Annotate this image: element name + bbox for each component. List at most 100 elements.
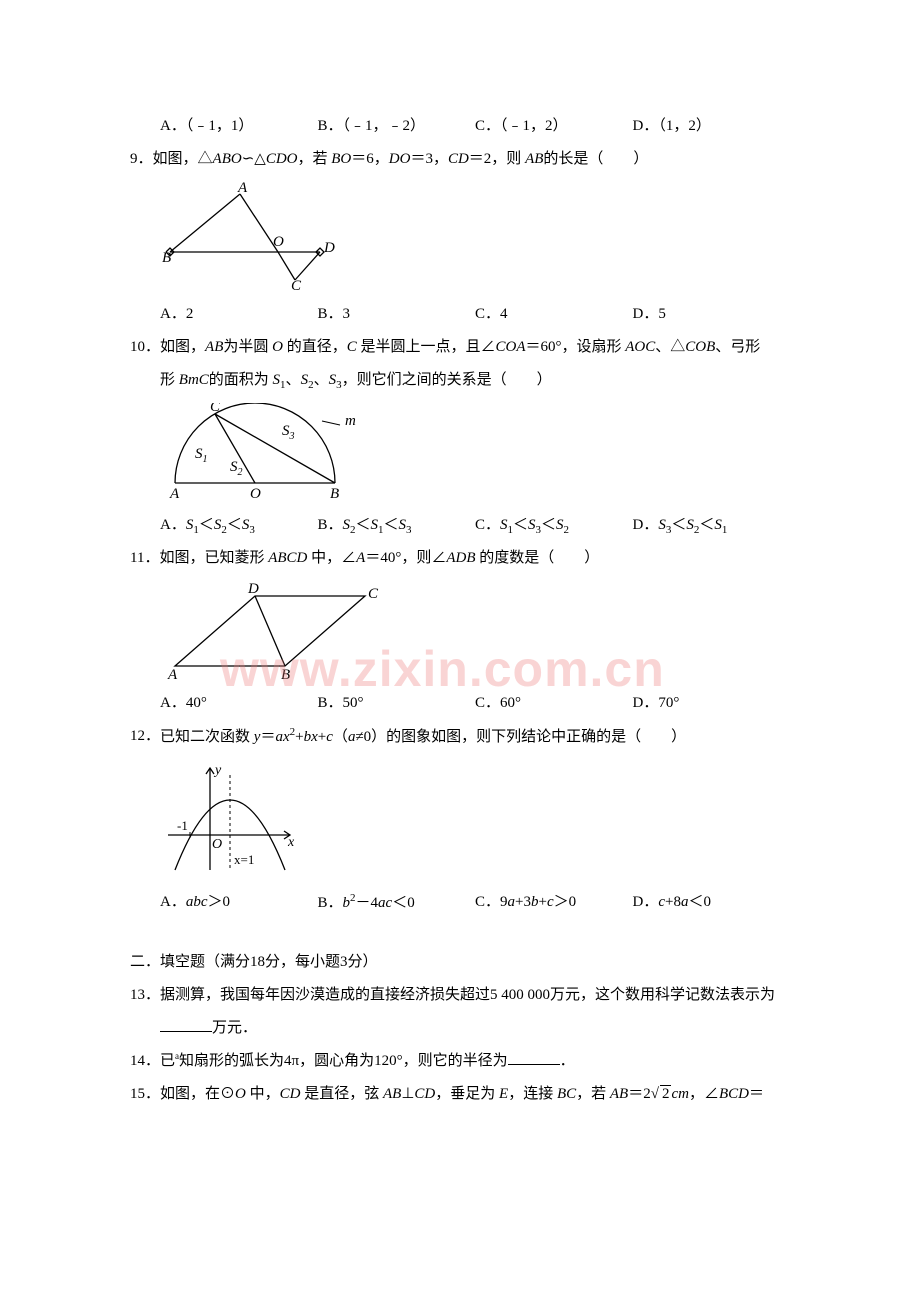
q11-options: A．40° B．50° C．60° D．70° xyxy=(130,687,790,720)
q9-do: DO xyxy=(389,151,411,167)
q11-num: 11． xyxy=(130,542,159,575)
q10-lbl-m: m xyxy=(345,413,356,429)
q15-cd: CD xyxy=(280,1086,301,1102)
q12-opt-c: C．9a+3b+c＞0 xyxy=(475,886,633,920)
q10-t-h0: 形 xyxy=(160,372,179,388)
q15-t-g: ，若 xyxy=(576,1086,606,1102)
q10-opt-d: D．S3＜S2＜S1 xyxy=(633,509,791,542)
q10-t-f: 、△ xyxy=(655,339,685,355)
q10-s2: S xyxy=(301,372,309,388)
q9-t-b: ∽△ xyxy=(242,151,266,167)
q15-sqrt: √2 xyxy=(651,1078,672,1111)
q13-body: 据测算，我国每年因沙漠造成的直接经济损失超过5 400 000万元，这个数用科学… xyxy=(160,979,790,1045)
q14-body: 已a知扇形的弧长为4π，圆心角为120°，则它的半径为． xyxy=(160,1045,790,1078)
q11-opt-a: A．40° xyxy=(160,687,318,720)
q10-lbl-B: B xyxy=(330,486,339,502)
q12-opt-a: A．abc＞0 xyxy=(160,886,318,920)
q8-opt-b: B．（﹣1，﹣2） xyxy=(318,110,476,143)
q12-p1: + xyxy=(295,729,303,745)
q12-opt-d: D．c+8a＜0 xyxy=(633,886,791,920)
q10-t-a: 如图， xyxy=(160,339,205,355)
q8-opt-c: C．（﹣1，2） xyxy=(475,110,633,143)
q9-body: 如图，△ABO∽△CDO，若 BO＝6，DO＝3，CD＝2，则 AB的长是（ ） xyxy=(153,143,790,176)
q10-t-c: 的直径， xyxy=(287,339,347,355)
q9-t-g: 的长是（ ） xyxy=(543,151,648,167)
q15-t-j: ＝ xyxy=(749,1086,764,1102)
q15-body: 如图，在⊙O 中，CD 是直径，弦 AB⊥CD，垂足为 E，连接 BC，若 AB… xyxy=(160,1078,790,1111)
q9-lbl-O: O xyxy=(273,234,284,250)
q12-figure: y x O -1 x=1 xyxy=(160,760,790,880)
q15: 15． 如图，在⊙O 中，CD 是直径，弦 AB⊥CD，垂足为 E，连接 BC，… xyxy=(130,1078,790,1111)
q11-lbl-D: D xyxy=(247,581,259,597)
q10-t-d: 是半圆上一点，且∠ xyxy=(361,339,496,355)
q12-c: c xyxy=(326,729,333,745)
q11-adb: ADB xyxy=(446,550,475,566)
q9-num: 9． xyxy=(130,143,153,176)
q12-lbl-O: O xyxy=(212,837,222,852)
q11-body: 如图，已知菱形 ABCD 中，∠A＝40°，则∠ADB 的度数是（ ） xyxy=(159,542,790,575)
q10-lbl-C: C xyxy=(210,403,221,415)
q10-body: 如图，AB为半圆 O 的直径，C 是半圆上一点，且∠COA＝60°，设扇形 AO… xyxy=(160,331,790,397)
q11-t-c: ＝40°，则∠ xyxy=(365,550,446,566)
q12-body: 已知二次函数 y＝ax2+bx+c（a≠0）的图象如图，则下列结论中正确的是（ … xyxy=(160,720,790,754)
q15-e: E xyxy=(499,1086,508,1102)
q12-lbl-xe1: x=1 xyxy=(234,852,254,867)
q10-ab: AB xyxy=(205,339,223,355)
q12-lbl-m1: -1 xyxy=(177,818,188,833)
q9-t-e: ＝3， xyxy=(410,151,448,167)
q8-opt-d: D．（1，2） xyxy=(633,110,791,143)
q10-s1: S xyxy=(273,372,281,388)
q10-opt-c: C．S1＜S3＜S2 xyxy=(475,509,633,542)
q15-t-b: 中， xyxy=(250,1086,280,1102)
svg-text:S2: S2 xyxy=(230,459,243,478)
q11-opt-c: C．60° xyxy=(475,687,633,720)
q13-t-b: 万元． xyxy=(212,1020,257,1036)
q10-t-b: 为半圆 xyxy=(223,339,268,355)
q10-lbl-O: O xyxy=(250,486,261,502)
q10-opt-a: A．S1＜S2＜S3 xyxy=(160,509,318,542)
q9-t-f: ＝2，则 xyxy=(469,151,522,167)
q10-t-i: ，则它们之间的关系是（ ） xyxy=(342,372,552,388)
q15-num: 15． xyxy=(130,1078,160,1111)
q9-ab: AB xyxy=(525,151,543,167)
q15-cd2: CD xyxy=(414,1086,435,1102)
q12-p2: + xyxy=(318,729,326,745)
q9-t-d: ＝6， xyxy=(351,151,389,167)
q11-lbl-C: C xyxy=(368,586,379,602)
q15-o: O xyxy=(235,1086,246,1102)
q12-num: 12． xyxy=(130,720,160,754)
q9-t-a: 如图，△ xyxy=(153,151,213,167)
q11-lbl-A: A xyxy=(167,667,178,681)
q11-t-b: 中，∠ xyxy=(311,550,356,566)
q13-blank xyxy=(160,1016,212,1032)
q10-num: 10． xyxy=(130,331,160,397)
q9-opt-c: C．4 xyxy=(475,298,633,331)
q11-lbl-B: B xyxy=(281,667,290,681)
q12-opt-b: B．b2－4ac＜0 xyxy=(318,886,476,920)
q15-bc: BC xyxy=(557,1086,576,1102)
q13-num: 13． xyxy=(130,979,160,1045)
q10-svg: A B C O m S1 S2 S3 xyxy=(160,403,370,503)
q12-t-c: ≠0）的图象如图，则下列结论中正确的是（ ） xyxy=(355,729,686,745)
q11-figure: A B C D xyxy=(160,581,790,681)
q12-lbl-x: x xyxy=(287,835,295,850)
q9: 9． 如图，△ABO∽△CDO，若 BO＝6，DO＝3，CD＝2，则 AB的长是… xyxy=(130,143,790,176)
q10-t-g: 、弓形 xyxy=(715,339,760,355)
q12-lbl-y: y xyxy=(213,763,222,778)
q10-coa: COA xyxy=(496,339,526,355)
q15-ab2: AB xyxy=(610,1086,628,1102)
q15-t-e: ，垂足为 xyxy=(435,1086,495,1102)
q9-lbl-B: B xyxy=(162,250,171,266)
q15-t-i: ，∠ xyxy=(689,1086,719,1102)
q11-opt-d: D．70° xyxy=(633,687,791,720)
q14: 14． 已a知扇形的弧长为4π，圆心角为120°，则它的半径为． xyxy=(130,1045,790,1078)
q9-lbl-D: D xyxy=(323,240,335,256)
q10-s2s: 2 xyxy=(308,379,314,391)
q11-svg: A B C D xyxy=(160,581,390,681)
q12-options: A．abc＞0 B．b2－4ac＜0 C．9a+3b+c＞0 D．c+8a＜0 xyxy=(130,886,790,920)
q9-cdo: CDO xyxy=(266,151,298,167)
q10-t-e: ＝60°，设扇形 xyxy=(526,339,622,355)
q14-t-b: 知扇形的弧长为4π，圆心角为120°，则它的半径为 xyxy=(179,1053,508,1069)
q10-c: C xyxy=(347,339,357,355)
q9-figure: A B O D C xyxy=(160,182,790,292)
